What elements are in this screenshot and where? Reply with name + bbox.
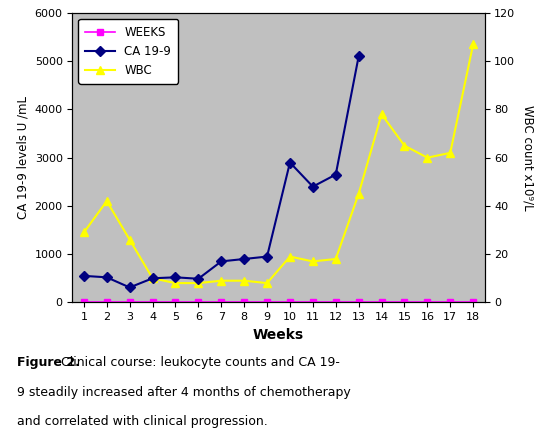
Text: Clinical course: leukocyte counts and CA 19-: Clinical course: leukocyte counts and CA… [57, 356, 340, 369]
Text: 9 steadily increased after 4 months of chemotherapy: 9 steadily increased after 4 months of c… [17, 386, 350, 399]
Text: and correlated with clinical progression.: and correlated with clinical progression… [17, 415, 267, 428]
Legend: WEEKS, CA 19-9, WBC: WEEKS, CA 19-9, WBC [79, 19, 178, 84]
X-axis label: Weeks: Weeks [253, 328, 304, 342]
Y-axis label: CA 19-9 levels U /mL: CA 19-9 levels U /mL [16, 96, 29, 219]
Y-axis label: WBC count x10⁹/L: WBC count x10⁹/L [522, 105, 535, 210]
Text: Figure 2.: Figure 2. [17, 356, 80, 369]
